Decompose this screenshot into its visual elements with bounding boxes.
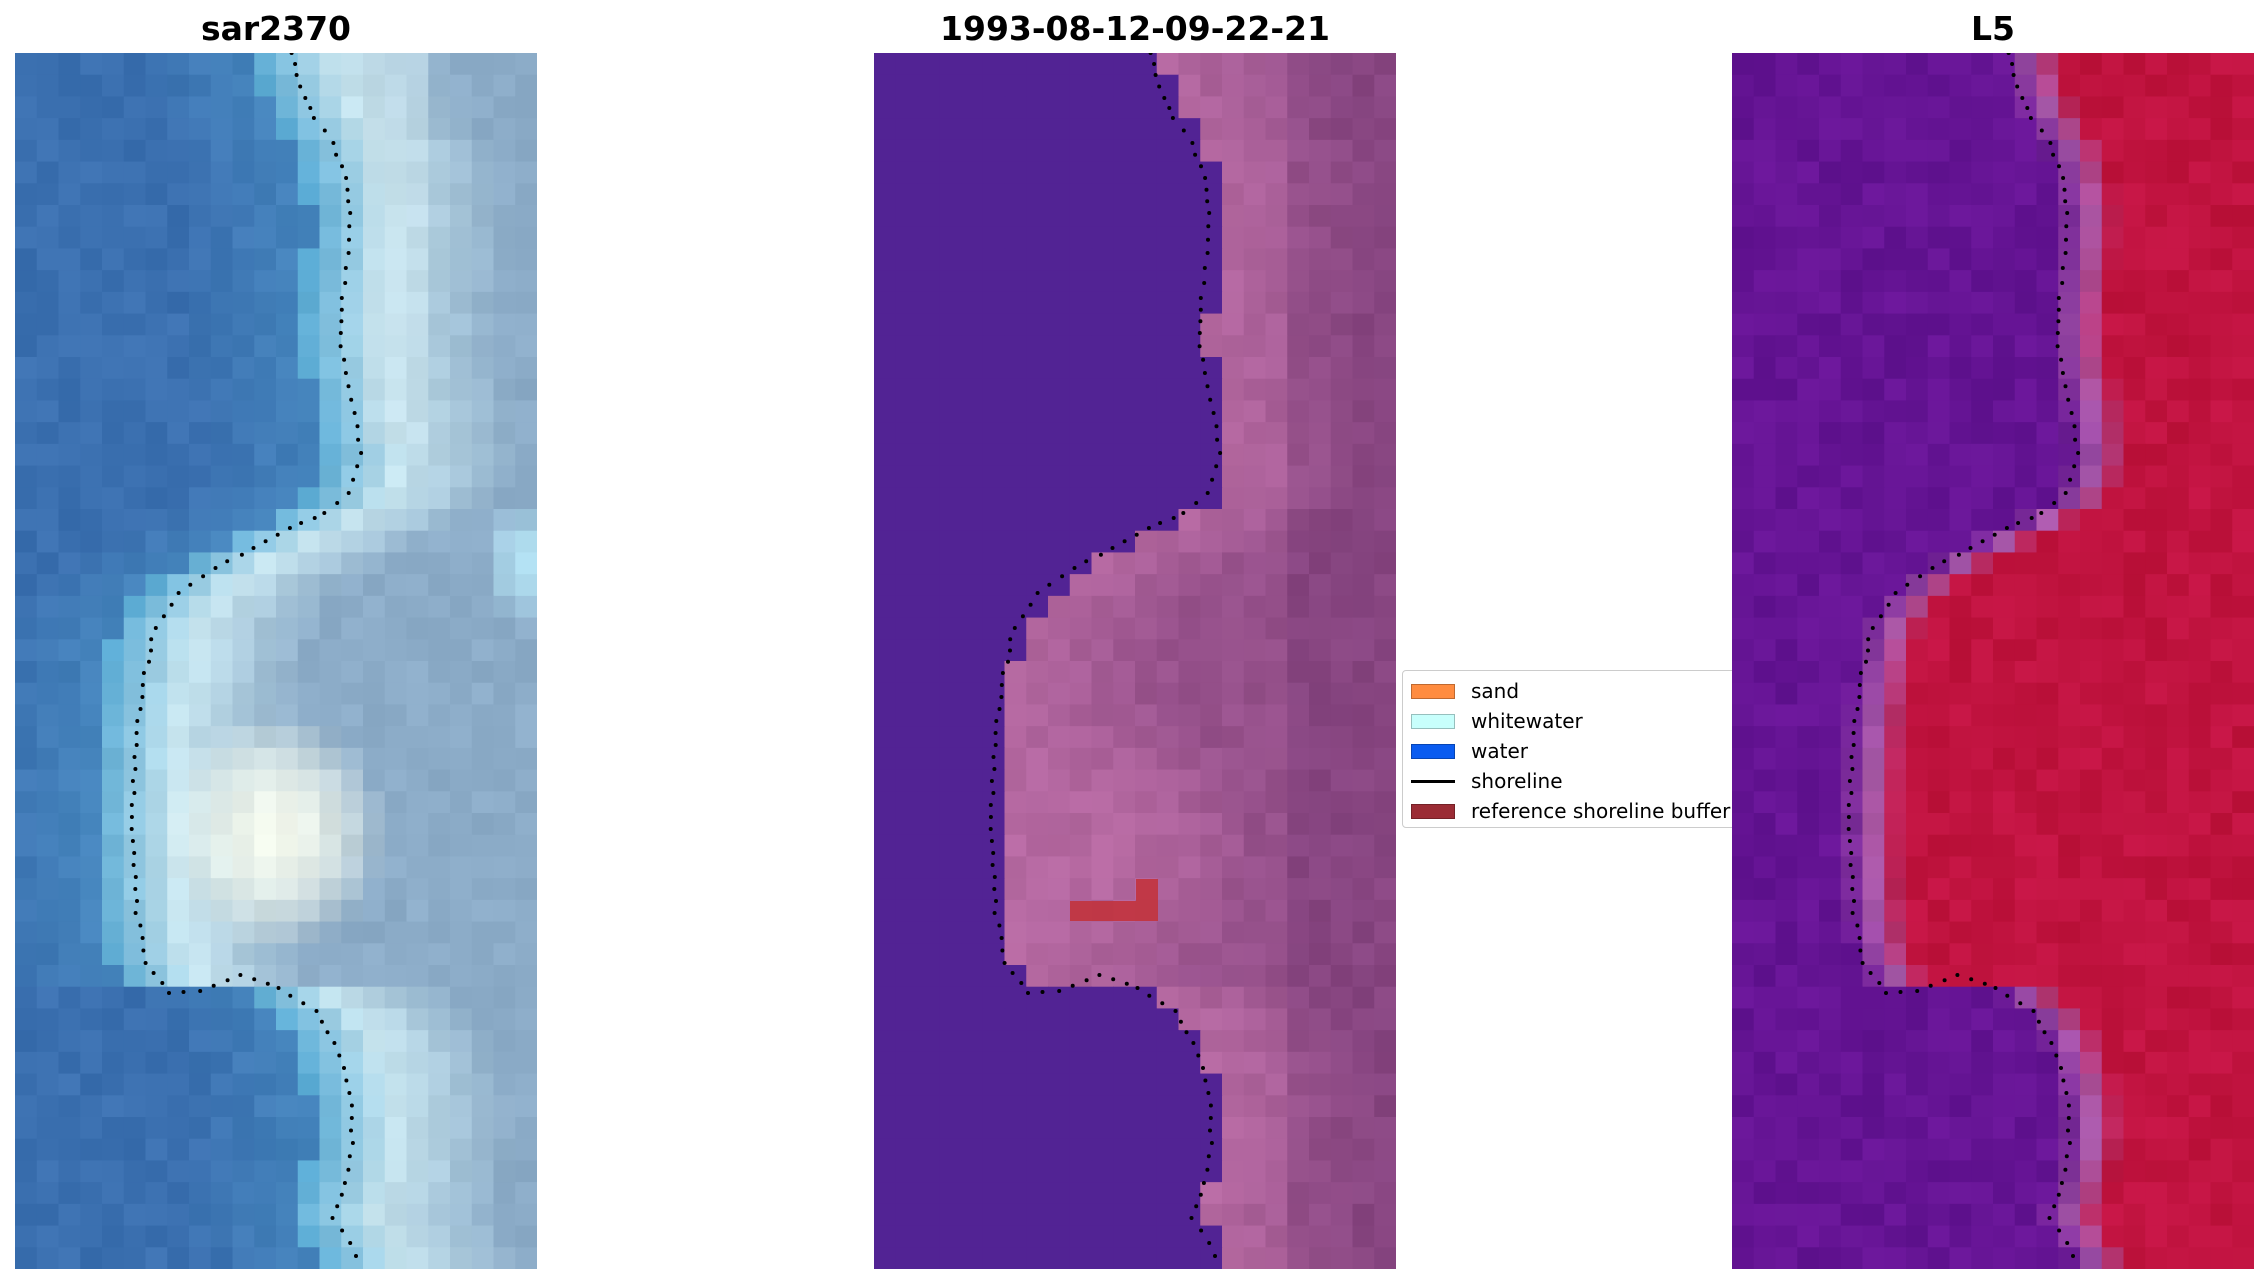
legend-item-shoreline: shoreline <box>1411 767 1741 795</box>
sand-swatch <box>1411 683 1455 699</box>
classified-pixels <box>874 53 1396 1269</box>
legend-item-reference-buffer: reference shoreline buffer <box>1411 797 1741 825</box>
shoreline-line-swatch <box>1411 779 1455 783</box>
sar-image <box>15 53 537 1269</box>
legend: sand whitewater water shoreline referenc… <box>1402 670 1742 828</box>
sar-pixels <box>15 53 537 1269</box>
index-image-panel <box>1732 53 2254 1269</box>
classified-image <box>874 53 1396 1269</box>
legend-label: whitewater <box>1471 709 1583 733</box>
shoreline-points <box>1846 53 2081 1258</box>
legend-label: water <box>1471 739 1528 763</box>
buffer-swatch <box>1411 803 1455 819</box>
legend-item-sand: sand <box>1411 677 1741 705</box>
sar-image-panel <box>15 53 537 1269</box>
legend-label: reference shoreline buffer <box>1471 799 1731 823</box>
legend-label: sand <box>1471 679 1520 703</box>
index-image <box>1732 53 2254 1269</box>
reference-buffer-patch <box>1070 879 1158 921</box>
panel-title-classified: 1993-08-12-09-22-21 <box>940 9 1330 48</box>
panel-title-sar: sar2370 <box>200 9 352 48</box>
legend-item-water: water <box>1411 737 1741 765</box>
index-pixels <box>1732 53 2254 1269</box>
panel-title-index: L5 <box>1971 9 2015 48</box>
classified-image-panel <box>874 53 1396 1269</box>
shoreline-points <box>988 53 1223 1258</box>
legend-item-whitewater: whitewater <box>1411 707 1741 735</box>
water-swatch <box>1411 743 1455 759</box>
shoreline-points <box>129 53 364 1258</box>
whitewater-swatch <box>1411 713 1455 729</box>
legend-label: shoreline <box>1471 769 1563 793</box>
